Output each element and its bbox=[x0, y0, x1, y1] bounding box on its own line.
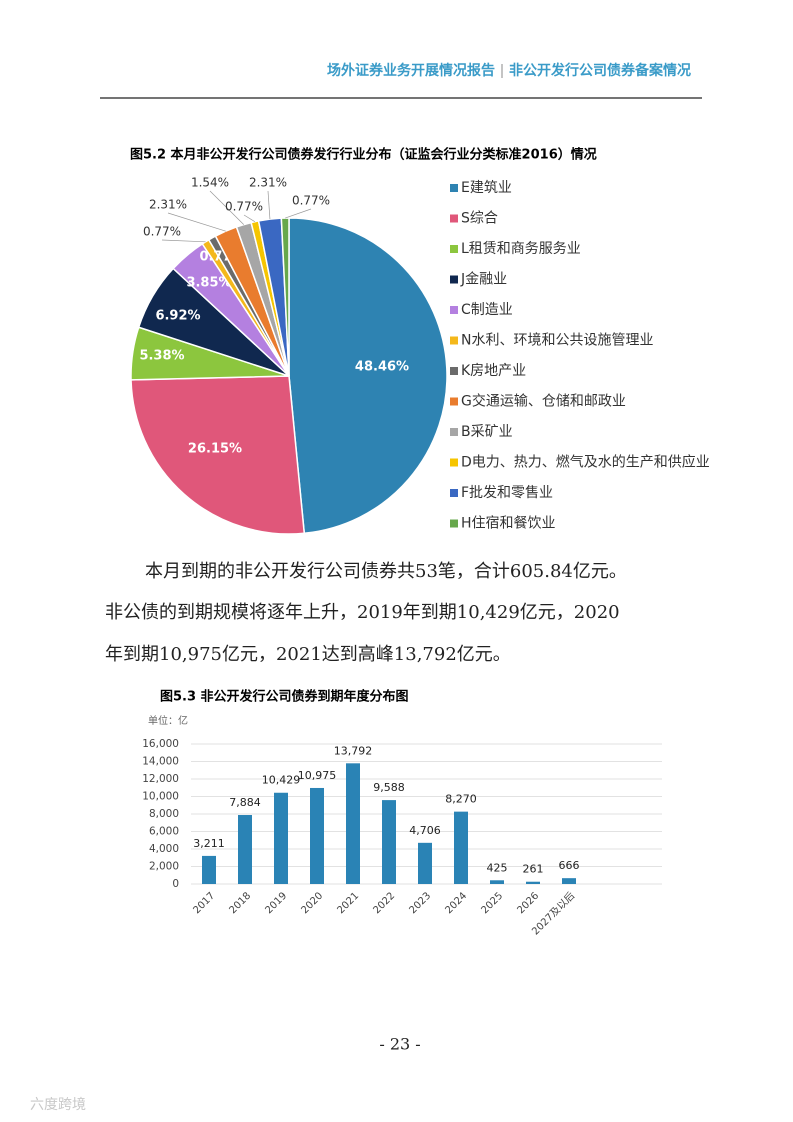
data-label: 4,706 bbox=[409, 824, 441, 837]
data-label: 261 bbox=[523, 863, 544, 876]
data-label: 1.54% bbox=[191, 176, 229, 190]
paragraph-line: 非公债的到期规模将逐年上升，2019年到期10,429亿元，2020 bbox=[105, 602, 620, 623]
leader-line bbox=[209, 190, 245, 225]
data-label: 8,270 bbox=[445, 793, 477, 806]
legend-label: S综合 bbox=[461, 211, 498, 227]
legend-swatch bbox=[450, 489, 458, 497]
legend-label: E建筑业 bbox=[461, 180, 512, 196]
data-label: 425 bbox=[487, 861, 508, 874]
data-label: 3.85% bbox=[186, 276, 231, 291]
page-number: - 23 - bbox=[379, 1035, 420, 1054]
x-tick-label: 2026 bbox=[515, 890, 541, 916]
legend-swatch bbox=[450, 367, 458, 375]
legend-label: D电力、热力、燃气及水的生产和供应业 bbox=[461, 454, 710, 471]
bar-title: 图5.3 非公开发行公司债券到期年度分布图 bbox=[160, 689, 409, 705]
legend-label: N水利、环境和公共设施管理业 bbox=[461, 333, 653, 349]
data-label: 6.92% bbox=[155, 309, 200, 324]
bar bbox=[274, 792, 288, 884]
bar bbox=[562, 878, 576, 884]
legend-label: C制造业 bbox=[461, 302, 513, 318]
data-label: 13,792 bbox=[334, 744, 373, 757]
data-label: 48.46% bbox=[355, 360, 409, 375]
x-tick-label: 2021 bbox=[335, 890, 361, 916]
leader-line bbox=[285, 208, 312, 219]
x-tick-label: 2022 bbox=[371, 890, 397, 916]
legend-swatch bbox=[450, 306, 458, 314]
x-tick-label: 2019 bbox=[263, 890, 289, 916]
y-unit: 单位：亿 bbox=[148, 714, 188, 727]
bar bbox=[238, 815, 252, 884]
legend-label: F批发和零售业 bbox=[461, 485, 553, 501]
pie-title: 图5.2 本月非公开发行公司债券发行行业分布（证监会行业分类标准2016）情况 bbox=[130, 147, 597, 163]
x-tick-label: 2025 bbox=[479, 890, 505, 916]
header-left: 场外证券业务开展情况报告 bbox=[327, 62, 495, 79]
header-right: 非公开发行公司债券备案情况 bbox=[509, 62, 691, 79]
data-label: 10,975 bbox=[298, 769, 337, 782]
pie-slice bbox=[130, 375, 306, 535]
data-label: 10,429 bbox=[262, 774, 301, 787]
data-label: 26.15% bbox=[188, 442, 242, 457]
y-tick-label: 2,000 bbox=[149, 861, 179, 873]
legend-label: J金融业 bbox=[460, 272, 507, 288]
legend-swatch bbox=[450, 214, 458, 223]
bar bbox=[490, 880, 504, 884]
legend-swatch bbox=[450, 245, 458, 253]
data-label: 666 bbox=[559, 859, 580, 872]
legend-swatch bbox=[450, 519, 458, 528]
watermark: 六度跨境 bbox=[30, 1097, 86, 1113]
x-tick-label: 2020 bbox=[299, 890, 325, 916]
y-tick-label: 12,000 bbox=[142, 773, 179, 785]
bar bbox=[382, 800, 396, 884]
x-tick-label: 2017 bbox=[191, 890, 217, 916]
legend-label: L租赁和商务服务业 bbox=[461, 241, 581, 257]
data-label: 9,588 bbox=[373, 781, 405, 794]
paragraph-line: 本月到期的非公开发行公司债券共53笔，合计605.84亿元。 bbox=[145, 561, 627, 582]
leader-line bbox=[243, 214, 256, 223]
data-label: 5.38% bbox=[139, 349, 184, 364]
leader-line bbox=[161, 239, 206, 243]
bar bbox=[418, 842, 432, 884]
paragraph-line: 年到期10,975亿元，2021达到高峰13,792亿元。 bbox=[105, 644, 511, 665]
leader-line bbox=[167, 212, 226, 232]
data-label: 7,884 bbox=[229, 796, 261, 809]
pie-slice bbox=[288, 217, 448, 535]
data-label: 2.31% bbox=[149, 198, 187, 212]
data-label: 0.77% bbox=[143, 225, 181, 239]
bar bbox=[202, 855, 216, 884]
legend-label: G交通运输、仓储和邮政业 bbox=[461, 393, 626, 410]
legend-swatch bbox=[450, 458, 458, 467]
bar bbox=[526, 881, 540, 884]
y-tick-label: 6,000 bbox=[149, 826, 179, 838]
legend-swatch bbox=[450, 428, 458, 436]
x-tick-label: 2024 bbox=[443, 890, 469, 916]
x-tick-label: 2018 bbox=[227, 890, 253, 916]
y-tick-label: 10,000 bbox=[142, 791, 179, 803]
data-label: 3,211 bbox=[193, 837, 225, 850]
y-tick-label: 8,000 bbox=[149, 808, 179, 820]
legend-swatch bbox=[450, 397, 458, 406]
y-tick-label: 4,000 bbox=[149, 843, 179, 855]
bar bbox=[310, 787, 324, 884]
y-tick-label: 0 bbox=[172, 878, 179, 890]
legend-label: B采矿业 bbox=[461, 424, 513, 440]
legend-swatch bbox=[450, 275, 458, 284]
y-tick-label: 14,000 bbox=[142, 756, 179, 768]
legend-swatch bbox=[450, 184, 458, 192]
legend-label: H住宿和餐饮业 bbox=[461, 515, 556, 532]
data-label: 2.31% bbox=[249, 176, 287, 190]
bar bbox=[346, 763, 360, 884]
legend-swatch bbox=[450, 336, 458, 345]
legend-label: K房地产业 bbox=[461, 363, 526, 379]
y-tick-label: 16,000 bbox=[142, 738, 179, 750]
leader-line bbox=[267, 190, 271, 220]
bar bbox=[454, 811, 468, 884]
x-tick-label: 2023 bbox=[407, 890, 433, 916]
data-label: 0.77% bbox=[225, 200, 263, 214]
data-label: 0.77% bbox=[292, 194, 330, 208]
